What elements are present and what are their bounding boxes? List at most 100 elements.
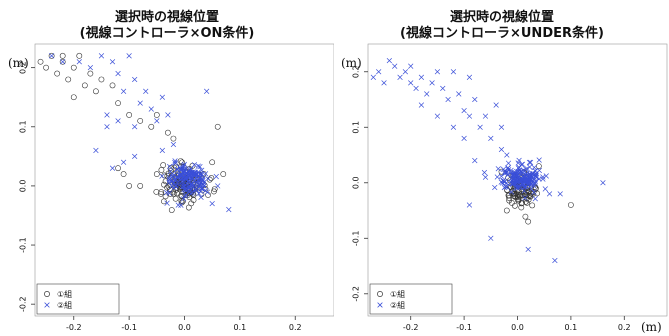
data-point-group1: [514, 194, 521, 201]
data-point-group2: [159, 173, 165, 179]
data-point-group2: [169, 183, 175, 190]
data-point-group2: [440, 85, 446, 92]
data-point-group2: [197, 182, 203, 188]
data-point-group2: [48, 53, 55, 59]
data-point-group2: [191, 162, 198, 168]
legend-label-group2: ②組: [390, 300, 405, 310]
data-point-group2: [546, 191, 553, 197]
data-point-group2: [226, 206, 232, 213]
data-point-group2: [169, 173, 176, 180]
chart-panel-on: 選択時の視線位置 (視線コントローラ×ON条件) (m) -0.2 -0.1 0.0…: [0, 0, 334, 336]
data-point-group1: [93, 88, 99, 95]
data-point-group2: [172, 159, 178, 166]
data-point-group1: [137, 117, 144, 124]
data-point-group1: [173, 187, 179, 193]
data-point-group2: [148, 106, 154, 112]
data-point-group2: [166, 177, 173, 183]
data-point-group2: [492, 184, 498, 191]
data-point-group1: [211, 186, 218, 192]
data-point-group2: [392, 63, 398, 69]
data-point-group2: [482, 113, 489, 119]
data-point-group2: [515, 160, 521, 166]
data-point-group2: [542, 186, 548, 192]
y-tick-label: -0.1: [352, 230, 361, 246]
data-point-group2: [159, 147, 165, 154]
data-point-group2: [126, 53, 132, 59]
data-point-group1: [498, 168, 505, 175]
data-point-group2: [178, 173, 184, 179]
x-unit-label: (m): [641, 320, 662, 334]
data-point-group2: [204, 88, 210, 94]
data-point-group2: [109, 165, 116, 171]
data-point-group1: [115, 165, 121, 172]
data-point-group1: [153, 171, 160, 177]
data-point-group2: [193, 187, 199, 193]
data-point-group2: [466, 202, 473, 208]
data-point-group2: [197, 164, 203, 170]
data-point-group2: [418, 102, 425, 108]
data-point-group1: [210, 188, 217, 195]
data-point-group2: [494, 174, 500, 180]
data-point-group2: [408, 80, 414, 86]
data-point-group1: [109, 82, 116, 89]
data-point-group2: [213, 173, 219, 180]
data-point-group1: [510, 192, 517, 199]
x-tick-label: -0.2: [66, 323, 82, 332]
data-point-group1: [70, 64, 77, 71]
data-point-group1: [529, 202, 536, 209]
data-point-group2: [488, 135, 494, 142]
data-point-group1: [534, 190, 540, 197]
data-point-group2: [200, 177, 206, 184]
data-point-group1: [153, 112, 160, 118]
legend-marker-group1: [44, 291, 50, 297]
data-point-group2: [531, 164, 537, 171]
data-point-group2: [175, 202, 181, 208]
data-point-group1: [206, 176, 213, 183]
data-point-group2: [190, 188, 197, 194]
data-point-group1: [81, 82, 88, 89]
data-point-group2: [512, 176, 518, 182]
data-point-group2: [137, 100, 143, 106]
data-point-group2: [508, 189, 515, 195]
data-point-group2: [472, 96, 478, 103]
data-point-group1: [503, 207, 510, 214]
x-tick-label: 0.1: [565, 323, 578, 332]
data-point-group1: [98, 76, 105, 83]
data-point-group1: [182, 192, 189, 198]
x-tick-label: -0.2: [403, 323, 419, 332]
data-point-group1: [54, 70, 61, 77]
data-point-group2: [531, 189, 537, 195]
data-point-group1: [43, 64, 49, 71]
data-point-group2: [181, 178, 188, 184]
data-point-group2: [527, 182, 534, 188]
data-point-group1: [177, 158, 184, 165]
legend-label-group2: ②組: [57, 300, 72, 310]
chart-panel-under: 選択時の視線位置 (視線コントローラ×UNDER条件) (m) (m) -0.2…: [335, 0, 669, 336]
data-point-group2: [552, 257, 558, 264]
data-point-group1: [126, 112, 133, 118]
data-point-group1: [510, 190, 517, 197]
data-point-group2: [178, 202, 184, 208]
data-point-group2: [179, 165, 186, 171]
data-point-group2: [165, 112, 171, 118]
data-point-group1: [120, 171, 127, 177]
data-point-group1: [515, 197, 522, 204]
data-point-group1: [148, 123, 155, 130]
data-point-group1: [162, 193, 169, 200]
data-point-group2: [498, 124, 505, 130]
data-point-group2: [466, 113, 473, 119]
data-point-group1: [87, 70, 94, 77]
chart-title-line2: (視線コントローラ×UNDER条件): [400, 26, 604, 41]
data-point-group1: [174, 190, 180, 197]
x-tick-label: 0.2: [289, 323, 302, 332]
data-point-group2: [180, 196, 187, 202]
data-point-group2: [418, 74, 425, 80]
data-point-group1: [518, 200, 525, 207]
data-point-group1: [511, 202, 518, 209]
data-point-group1: [220, 171, 227, 177]
data-point-group2: [532, 180, 539, 186]
data-point-group2: [456, 91, 462, 97]
data-point-group2: [530, 170, 536, 177]
x-tick-label: -0.1: [456, 323, 472, 332]
data-point-group2: [93, 147, 99, 154]
